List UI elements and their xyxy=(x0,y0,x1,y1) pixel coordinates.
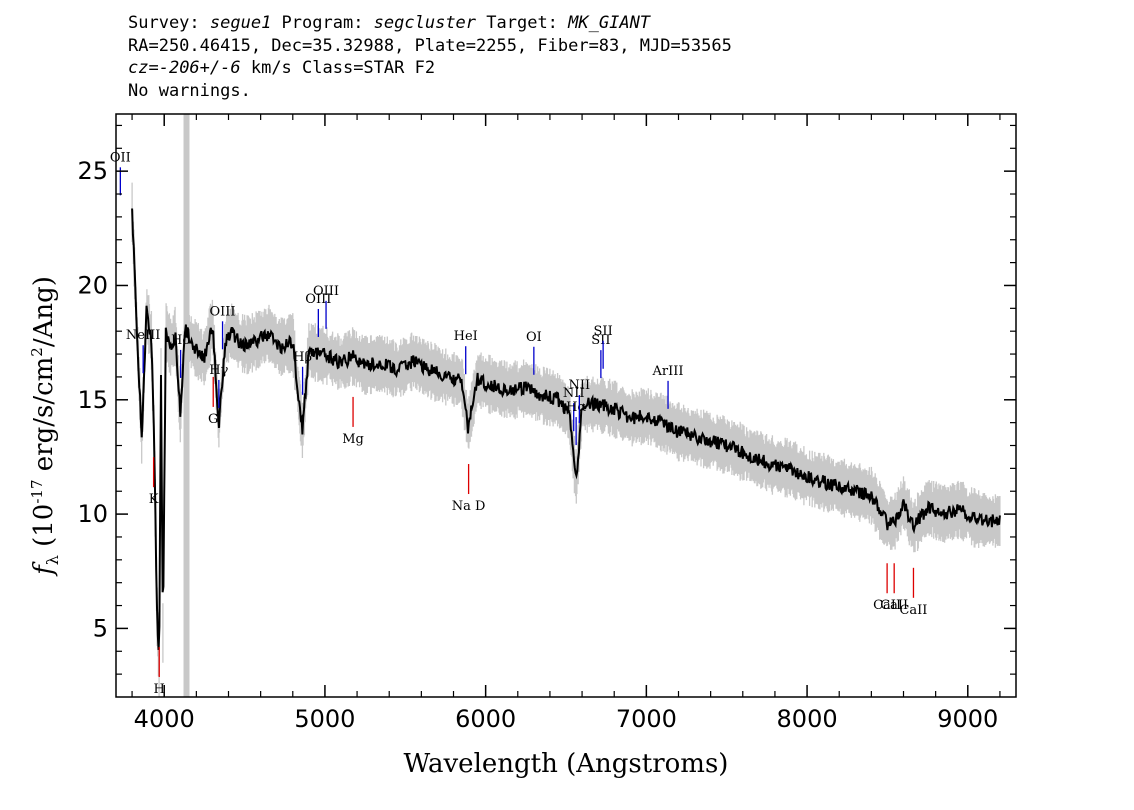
emission-line-label: Hβ xyxy=(293,350,312,365)
target-label: Target: xyxy=(476,13,569,33)
emission-line-label: Hγ xyxy=(209,363,228,378)
emission-line-label: OIII xyxy=(210,304,236,319)
emission-line-label: ArIII xyxy=(652,364,684,379)
header-line-coordinates: RA=250.46415, Dec=35.32988, Plate=2255, … xyxy=(128,35,732,56)
cz-label: cz= xyxy=(128,58,159,78)
header-line-redshift: cz=-206+/-6 km/s Class=STAR F2 xyxy=(128,57,732,80)
survey-label: Survey: xyxy=(128,13,210,33)
emission-line-label: OIII xyxy=(313,284,339,299)
absorption-line-label: CaII xyxy=(873,598,901,613)
program-value: segcluster xyxy=(373,13,477,33)
y-tick-label: 10 xyxy=(77,500,108,528)
absorption-line-label: CaII xyxy=(880,598,908,613)
error-band-layer xyxy=(131,182,1001,697)
absorption-line-label: G xyxy=(208,412,218,427)
y-tick-label: 15 xyxy=(77,386,108,414)
cz-value: -206+/-6 xyxy=(158,58,241,78)
x-tick-label: 5000 xyxy=(294,705,355,733)
absorption-line-label: Na D xyxy=(452,499,486,514)
y-axis-title: fλ (10-17 erg/s/cm2/Ang) xyxy=(28,276,62,577)
emission-line-label: Hδ xyxy=(171,333,190,348)
absorption-line-label: CaII xyxy=(899,603,927,618)
flux-line xyxy=(131,208,1001,650)
error-band xyxy=(131,182,1001,697)
target-value: MK_GIANT xyxy=(568,13,651,33)
emission-line-label: Hα xyxy=(566,400,586,415)
plot-frame xyxy=(115,113,1017,698)
emission-line-label: SII xyxy=(591,333,610,348)
y-tick-label: 5 xyxy=(93,614,108,642)
x-tick-label: 9000 xyxy=(937,705,998,733)
spectrum-header: Survey: segue1 Program: segcluster Targe… xyxy=(128,12,732,102)
absorption-line-label: Mg xyxy=(342,432,364,447)
header-line-survey: Survey: segue1 Program: segcluster Targe… xyxy=(128,12,732,35)
x-tick-label: 8000 xyxy=(777,705,838,733)
x-tick-label: 6000 xyxy=(455,705,516,733)
masked-band-layer xyxy=(183,114,190,697)
x-tick-label: 7000 xyxy=(616,705,677,733)
emission-line-label: OII xyxy=(110,150,131,165)
absorption-line-label: H xyxy=(154,682,165,697)
absorption-line-label: K xyxy=(149,492,159,507)
emission-line-label: OIII xyxy=(305,292,331,307)
axis-ticks: 4000 5000 6000 7000 8000 9000 5 10 15 20 25 xyxy=(77,114,1016,733)
x-tick-label: 4000 xyxy=(134,705,195,733)
class-text: km/s Class=STAR F2 xyxy=(240,58,436,78)
y-tick-label: 20 xyxy=(77,271,108,299)
emission-line-label: SII xyxy=(594,324,613,339)
header-line-warnings: No warnings. xyxy=(128,80,251,101)
y-tick-label: 25 xyxy=(77,157,108,185)
program-label: Program: xyxy=(271,13,374,33)
emission-line-label: NeIII xyxy=(126,328,160,343)
emission-line-label: HeI xyxy=(454,329,478,344)
emission-line-label: NII xyxy=(569,378,591,393)
emission-line-label: OI xyxy=(526,330,542,345)
x-axis-title: Wavelength (Angstroms) xyxy=(404,749,729,779)
masked-band xyxy=(183,114,190,697)
survey-value: segue1 xyxy=(209,13,272,33)
flux-line-layer xyxy=(131,208,1001,650)
